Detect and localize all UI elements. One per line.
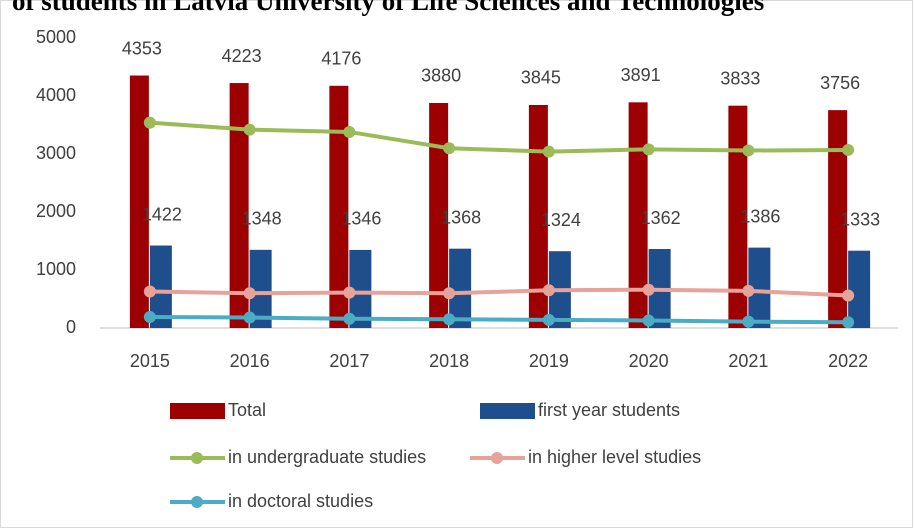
line-marker [443, 142, 456, 155]
data-label: 3756 [820, 73, 860, 93]
data-label: 1386 [740, 206, 780, 226]
data-label: 4176 [321, 49, 361, 69]
bar [229, 83, 249, 328]
line-marker [343, 286, 356, 299]
bar [449, 248, 472, 328]
line [149, 314, 849, 325]
x-tick-label: 2020 [629, 351, 669, 371]
line-marker [842, 289, 855, 302]
line-marker [143, 285, 156, 298]
data-label: 1362 [641, 208, 681, 228]
bar [149, 245, 172, 328]
legend-label: in undergraduate studies [228, 447, 426, 467]
line-marker [243, 311, 256, 324]
legend-marker [491, 452, 503, 464]
bar [349, 249, 372, 328]
legend-marker [191, 452, 203, 464]
legend-label: Total [228, 400, 266, 420]
x-tick-label: 2015 [130, 351, 170, 371]
line [149, 120, 849, 154]
line-marker [143, 310, 156, 323]
y-tick-label: 2000 [36, 201, 76, 221]
line-marker [842, 143, 855, 156]
legend-swatch [170, 403, 225, 419]
y-tick-label: 0 [66, 317, 76, 337]
data-label: 4223 [222, 46, 262, 66]
data-label: 1368 [441, 207, 481, 227]
line-marker [842, 316, 855, 329]
data-label: 4353 [122, 38, 162, 58]
line-marker [642, 314, 655, 327]
line-marker [443, 313, 456, 326]
line-marker [343, 125, 356, 138]
line-marker [542, 313, 555, 326]
line-marker [742, 284, 755, 297]
data-label: 1422 [142, 204, 182, 224]
data-label: 3880 [421, 66, 461, 86]
line-marker [642, 283, 655, 296]
bar [129, 75, 149, 328]
line [149, 287, 849, 298]
bar [429, 102, 449, 329]
bar [249, 249, 272, 328]
bar [848, 250, 871, 328]
x-tick-label: 2021 [728, 351, 768, 371]
data-label: 1333 [840, 209, 880, 229]
legend-label: in doctoral studies [228, 491, 373, 511]
legend-marker [191, 496, 203, 508]
data-label: 3833 [720, 68, 760, 88]
bar [828, 110, 848, 328]
line-marker [742, 315, 755, 328]
legend-label: in higher level studies [528, 447, 701, 467]
data-label: 3891 [621, 65, 661, 85]
line-marker [343, 312, 356, 325]
line-marker [742, 144, 755, 157]
line-marker [642, 143, 655, 156]
x-tick-label: 2016 [230, 351, 270, 371]
legend-swatch [480, 403, 535, 419]
line-marker [243, 287, 256, 300]
bar [728, 105, 748, 328]
data-label: 1346 [341, 209, 381, 229]
x-tick-label: 2019 [529, 351, 569, 371]
bar [329, 85, 349, 329]
data-label: 1348 [242, 209, 282, 229]
y-tick-label: 5000 [36, 27, 76, 47]
chart-title: of students in Latvia University of Life… [12, 0, 764, 16]
data-label: 3845 [521, 68, 561, 88]
line-marker [443, 287, 456, 300]
line-marker [143, 116, 156, 129]
line-marker [542, 284, 555, 297]
x-tick-label: 2018 [429, 351, 469, 371]
y-tick-label: 1000 [36, 259, 76, 279]
bar [628, 102, 648, 329]
line-marker [542, 145, 555, 158]
bar [748, 247, 771, 328]
x-tick-label: 2017 [329, 351, 369, 371]
y-tick-label: 3000 [36, 143, 76, 163]
x-tick-label: 2022 [828, 351, 868, 371]
bar [528, 104, 548, 329]
legend-label: first year students [538, 400, 680, 420]
y-tick-label: 4000 [36, 85, 76, 105]
line-marker [243, 123, 256, 136]
data-label: 1324 [541, 210, 581, 230]
